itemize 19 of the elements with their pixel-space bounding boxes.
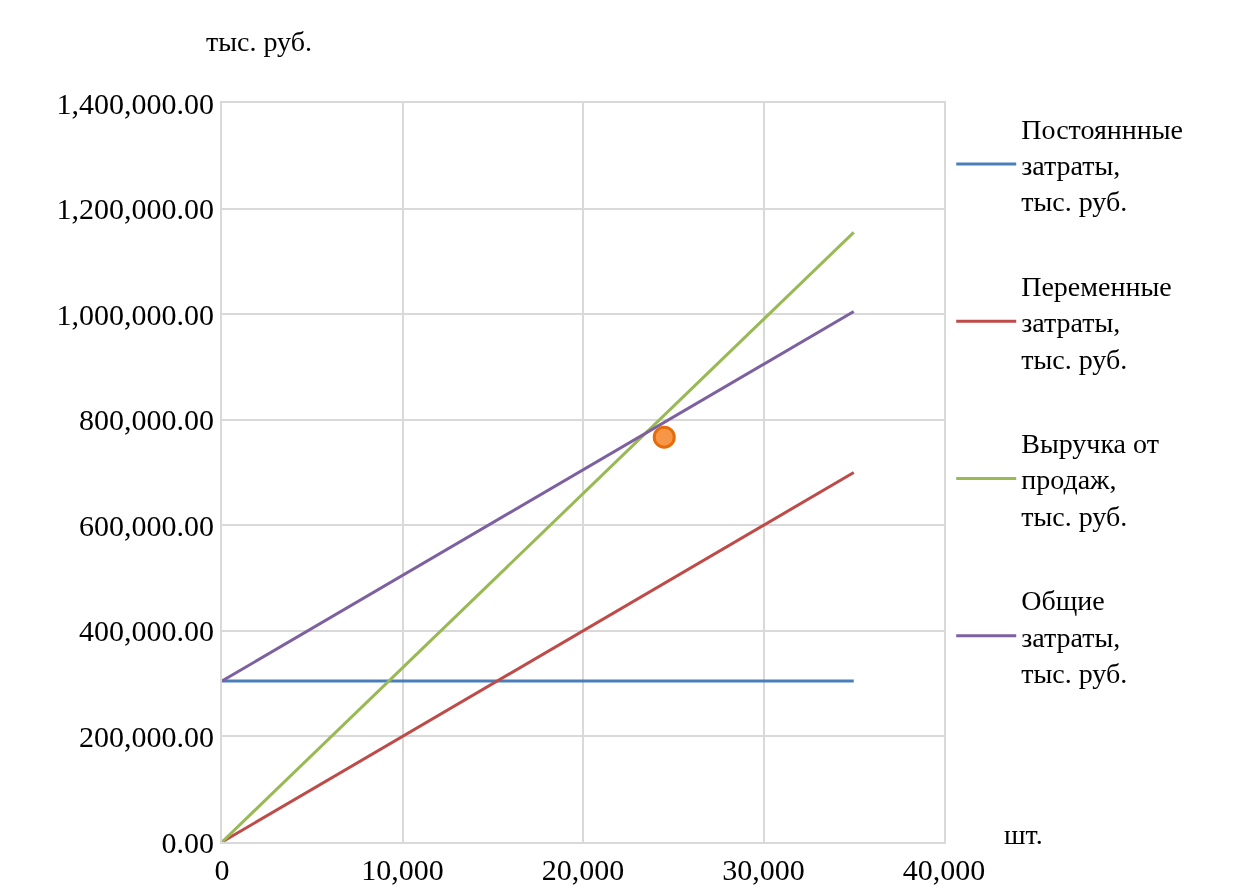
y-tick-label: 1,200,000.00: [56, 192, 214, 226]
x-axis-title: шт.: [1004, 819, 1043, 850]
legend-label: Переменные затраты, тыс. руб.: [1021, 270, 1172, 375]
y-tick-label: 0.00: [161, 825, 214, 859]
y-tick-label: 400,000.00: [79, 614, 214, 648]
y-axis-title: тыс. руб.: [206, 26, 312, 57]
x-tick-label: 10,000: [361, 853, 444, 886]
legend-label: Постояннные затраты, тыс. руб.: [1021, 113, 1183, 218]
legend-label: Выручка от продаж, тыс. руб.: [1021, 428, 1159, 532]
y-tick-label: 200,000.00: [79, 719, 214, 753]
x-tick-label: 20,000: [541, 853, 625, 886]
x-tick-label: 30,000: [722, 853, 805, 886]
legend-label: Общие затраты, тыс. руб.: [1021, 585, 1128, 690]
x-tick-label: 40,000: [902, 853, 986, 886]
y-tick-label: 800,000.00: [79, 403, 214, 437]
y-tick-label: 1,000,000.00: [56, 297, 214, 331]
x-tick-label: 0: [214, 853, 230, 886]
y-tick-label: 1,400,000.00: [56, 86, 214, 120]
y-tick-label: 600,000.00: [79, 508, 214, 542]
